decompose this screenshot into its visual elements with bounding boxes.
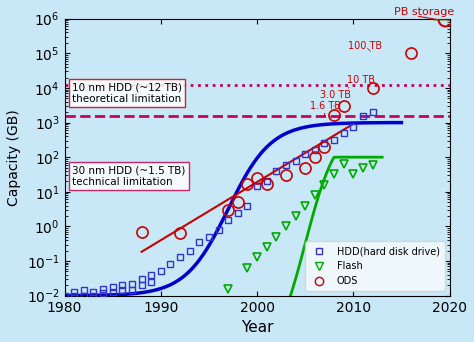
Text: 10 nm HDD (~12 TB)
theoretical limitation: 10 nm HDD (~12 TB) theoretical limitatio… bbox=[72, 82, 182, 104]
X-axis label: Year: Year bbox=[241, 320, 273, 335]
Y-axis label: Capacity (GB): Capacity (GB) bbox=[7, 109, 21, 206]
Text: 30 nm HDD (~1.5 TB)
technical limitation: 30 nm HDD (~1.5 TB) technical limitation bbox=[72, 166, 186, 187]
Legend: HDD(hard disk drive), Flash, ODS: HDD(hard disk drive), Flash, ODS bbox=[305, 241, 445, 291]
Text: 3.0 TB: 3.0 TB bbox=[319, 90, 351, 106]
Text: PB storage: PB storage bbox=[394, 7, 454, 17]
Text: 1.6 TB: 1.6 TB bbox=[310, 101, 341, 116]
Text: 100 TB: 100 TB bbox=[348, 41, 383, 51]
Text: 10 TB: 10 TB bbox=[346, 75, 374, 88]
